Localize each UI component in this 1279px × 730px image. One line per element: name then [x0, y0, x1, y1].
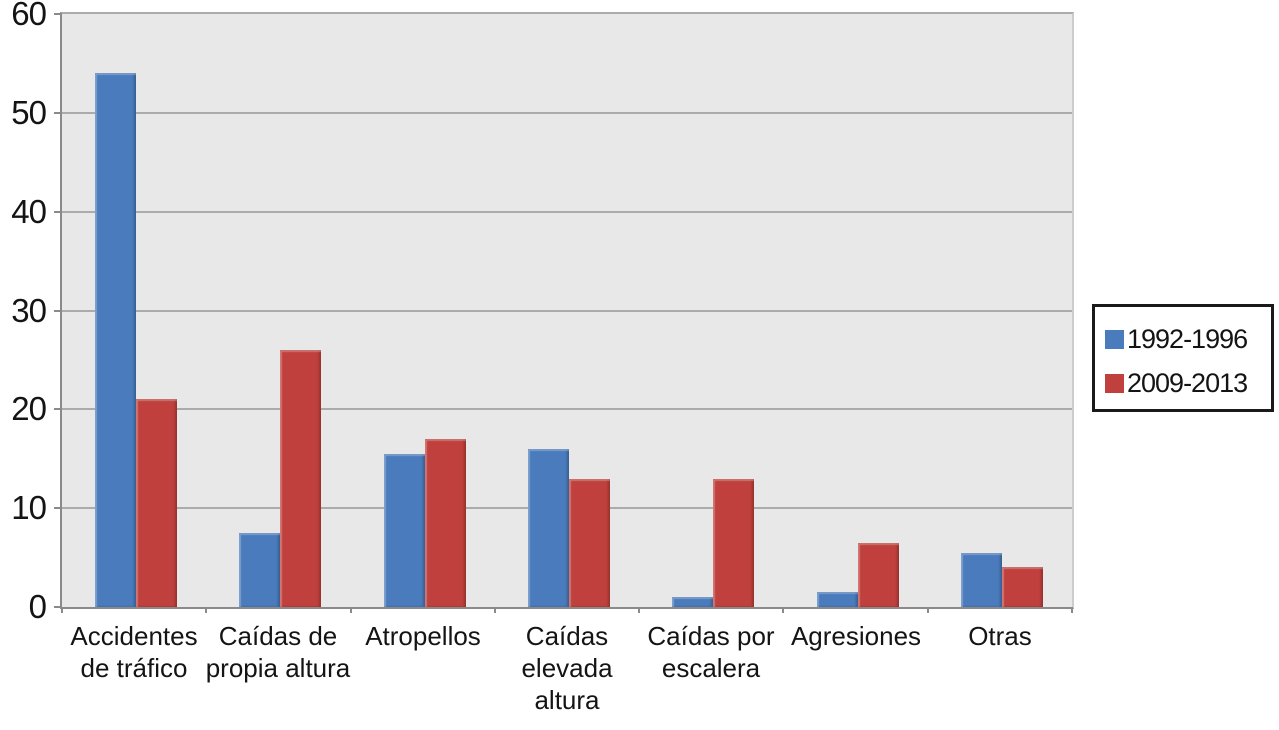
plot-area [60, 12, 1074, 609]
y-tick-mark [54, 112, 62, 114]
bar-2009-2013-cat6 [858, 543, 899, 607]
legend-label: 2009-2013 [1127, 367, 1248, 398]
y-tick-mark [54, 606, 62, 608]
y-tick-label-50: 50 [11, 94, 47, 131]
gridline-40 [62, 211, 1072, 213]
gridline-30 [62, 310, 1072, 312]
x-category-label: Caídas elevada altura [521, 621, 613, 715]
y-tick-label-20: 20 [11, 390, 47, 427]
bar-1992-1996-cat5 [672, 597, 713, 607]
bar-1992-1996-cat3 [384, 454, 425, 607]
x-tick-mark [61, 607, 63, 613]
y-tick-label-30: 30 [11, 292, 47, 329]
bar-2009-2013-cat1 [136, 399, 177, 607]
bar-1992-1996-cat1 [95, 73, 136, 607]
bar-1992-1996-cat6 [817, 592, 858, 607]
gridline-50 [62, 112, 1072, 114]
x-category-label: Caídas de propia altura [205, 621, 351, 683]
x-tick-mark [782, 607, 784, 613]
y-tick-label-10: 10 [11, 489, 47, 526]
x-tick-mark [350, 607, 352, 613]
legend-item: 2009-2013 [1105, 361, 1271, 405]
y-tick-mark [54, 408, 62, 410]
x-category-label: Agresiones [790, 621, 922, 651]
bar-2009-2013-cat7 [1002, 567, 1043, 607]
y-tick-label-60: 60 [11, 0, 47, 32]
x-category-label: Accidentes de tráfico [70, 621, 198, 683]
bar-2009-2013-cat3 [425, 439, 466, 607]
x-category-label: Otras [968, 621, 1032, 651]
x-tick-mark [638, 607, 640, 613]
x-tick-mark [1071, 607, 1073, 613]
bar-2009-2013-cat5 [713, 479, 754, 607]
bar-1992-1996-cat4 [528, 449, 569, 607]
y-tick-label-0: 0 [28, 588, 47, 625]
legend: 1992-1996 2009-2013 [1092, 304, 1274, 412]
y-tick-mark [54, 211, 62, 213]
bar-1992-1996-cat2 [239, 533, 280, 607]
y-tick-mark [54, 507, 62, 509]
y-tick-mark [54, 13, 62, 15]
legend-swatch-series-2009-2013 [1105, 373, 1124, 393]
bar-2009-2013-cat4 [569, 479, 610, 607]
x-tick-mark [494, 607, 496, 613]
y-tick-mark [54, 310, 62, 312]
y-tick-label-40: 40 [11, 193, 47, 230]
legend-item: 1992-1996 [1105, 317, 1271, 361]
bar-2009-2013-cat2 [280, 350, 321, 607]
x-category-label: Caídas por escalera [647, 621, 775, 683]
gridline-20 [62, 408, 1072, 410]
legend-label: 1992-1996 [1127, 323, 1248, 354]
x-tick-mark [205, 607, 207, 613]
x-category-label: Atropellos [365, 621, 481, 651]
legend-swatch-series-1992-1996 [1105, 329, 1124, 349]
bar-1992-1996-cat7 [961, 553, 1002, 607]
x-tick-mark [927, 607, 929, 613]
